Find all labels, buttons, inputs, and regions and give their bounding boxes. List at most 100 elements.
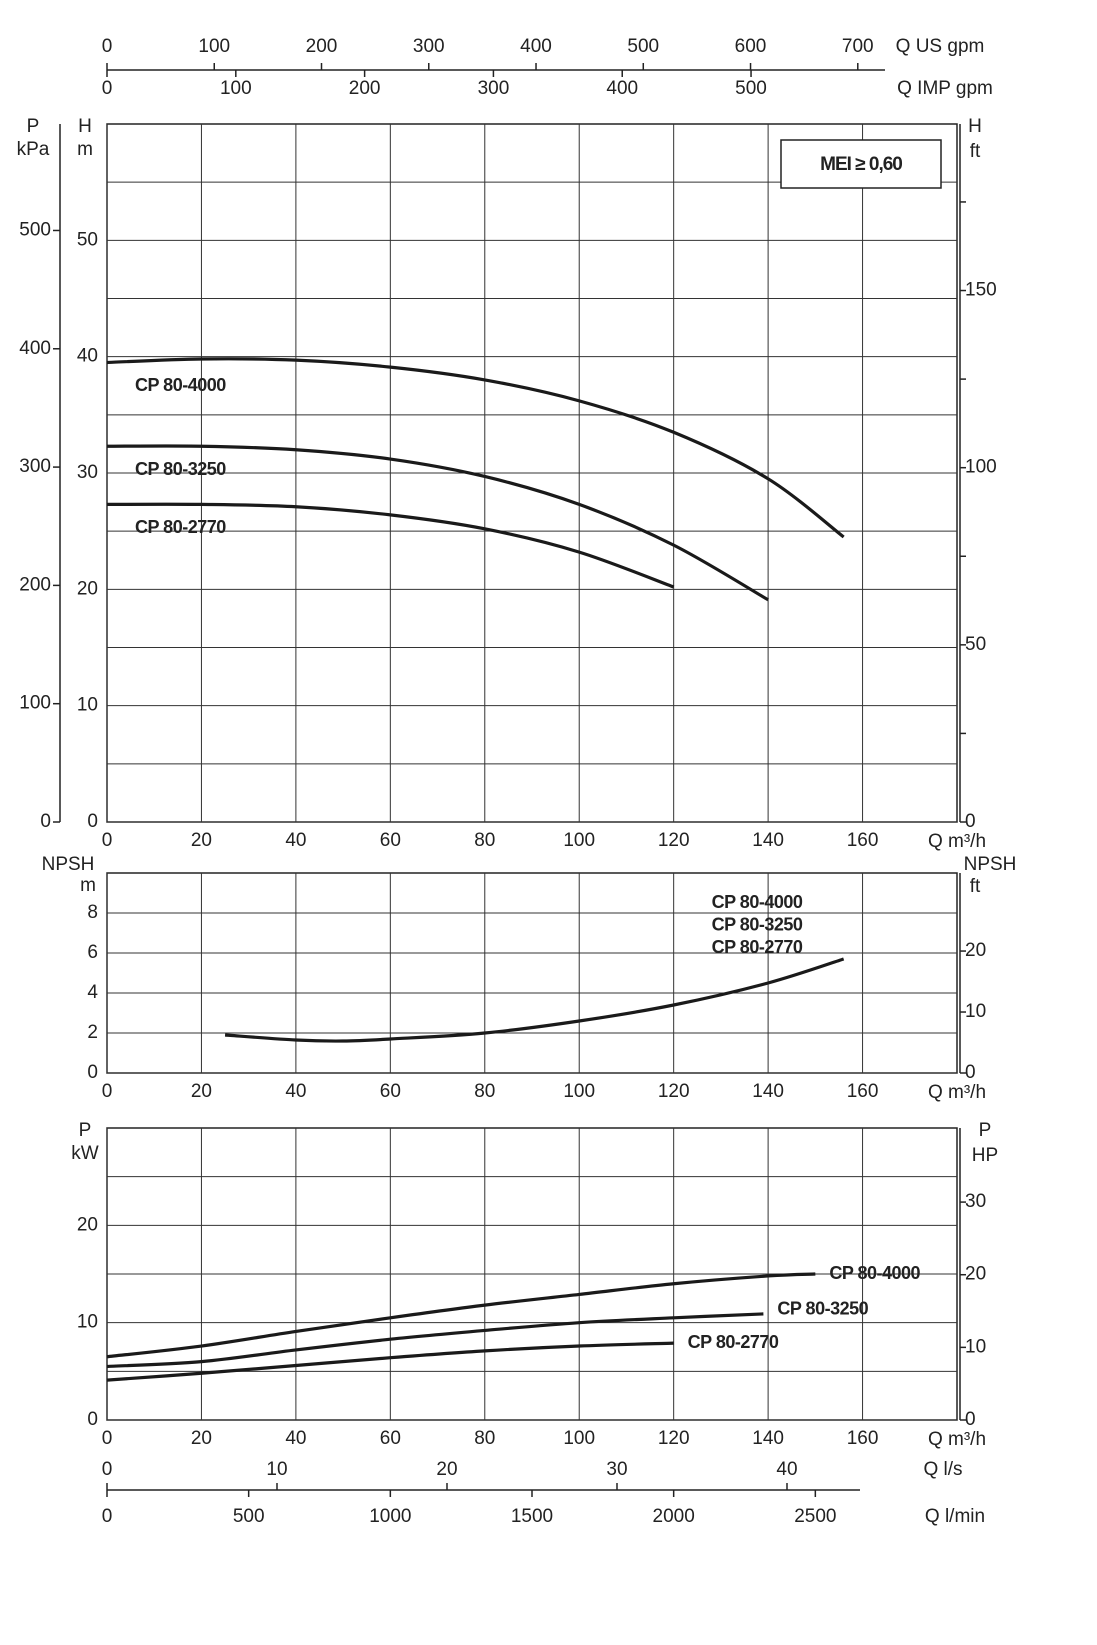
curve xyxy=(106,1341,674,1382)
right-axis-unit: HP xyxy=(972,1145,998,1166)
y-tick-label: 20 xyxy=(77,578,98,599)
bottom-tick-label: 500 xyxy=(233,1506,265,1527)
x-axis-label: Q m³/h xyxy=(928,831,986,852)
top-axis-label: Q US gpm xyxy=(896,36,985,57)
right-tick-label: 100 xyxy=(965,457,997,478)
right-tick-label: 30 xyxy=(965,1191,986,1212)
x-tick-label: 160 xyxy=(847,1428,879,1449)
top-tick-label: 300 xyxy=(478,78,510,99)
top-tick-label: 600 xyxy=(735,36,767,57)
top-tick-label: 500 xyxy=(627,36,659,57)
x-tick-label: 40 xyxy=(285,830,306,851)
top-tick-label: 100 xyxy=(198,36,230,57)
bottom-tick-label: 0 xyxy=(102,1506,113,1527)
right-tick-label: 20 xyxy=(965,1264,986,1285)
y-tick-label: 2 xyxy=(87,1022,98,1043)
bottom-tick-label: 2000 xyxy=(653,1506,695,1527)
x-tick-label: 60 xyxy=(380,1428,401,1449)
top-tick-label: 700 xyxy=(842,36,874,57)
curve xyxy=(106,1312,764,1369)
x-tick-label: 160 xyxy=(847,830,879,851)
x-axis-label: Q m³/h xyxy=(928,1429,986,1450)
curve xyxy=(106,357,845,539)
right-tick-label: 10 xyxy=(965,1336,986,1357)
curve xyxy=(224,957,845,1043)
curve-label: CP 80-3250 xyxy=(135,459,226,479)
curve-label: CP 80-4000 xyxy=(135,375,226,395)
curve-label: CP 80-4000 xyxy=(712,892,803,912)
left-tick-label: 500 xyxy=(19,219,51,240)
bottom-tick-label: 20 xyxy=(436,1459,457,1480)
y-axis-unit: kW xyxy=(71,1143,99,1164)
x-tick-label: 80 xyxy=(474,1081,495,1102)
top-tick-label: 0 xyxy=(102,36,113,57)
x-tick-label: 120 xyxy=(658,1081,690,1102)
y-tick-label: 0 xyxy=(87,1062,98,1083)
y-axis-label: H xyxy=(78,116,92,137)
bottom-tick-label: 40 xyxy=(776,1459,797,1480)
right-tick-label: 0 xyxy=(965,1062,976,1083)
right-axis-unit: ft xyxy=(970,876,981,897)
bottom-tick-label: 1500 xyxy=(511,1506,553,1527)
x-tick-label: 0 xyxy=(102,1428,113,1449)
curve xyxy=(106,502,675,589)
left-axis-unit: kPa xyxy=(17,139,50,160)
y-axis-unit: m xyxy=(80,875,96,896)
curve xyxy=(106,444,769,602)
y-axis-label: NPSH xyxy=(42,854,95,875)
y-tick-label: 30 xyxy=(77,462,98,483)
right-axis-label: P xyxy=(979,1120,992,1141)
x-tick-label: 60 xyxy=(380,1081,401,1102)
right-axis-label: NPSH xyxy=(964,854,1017,875)
x-axis-label: Q m³/h xyxy=(928,1082,986,1103)
annotation: MEI ≥ 0,60 xyxy=(820,154,902,175)
curve-label: CP 80-2770 xyxy=(135,517,226,537)
x-tick-label: 100 xyxy=(563,1081,595,1102)
y-tick-label: 0 xyxy=(87,1409,98,1430)
x-tick-label: 60 xyxy=(380,830,401,851)
x-tick-label: 80 xyxy=(474,1428,495,1449)
x-tick-label: 80 xyxy=(474,830,495,851)
right-tick-label: 0 xyxy=(965,1409,976,1430)
x-tick-label: 100 xyxy=(563,830,595,851)
plot-frame xyxy=(106,872,958,1074)
annotation-box xyxy=(780,139,942,189)
x-tick-label: 20 xyxy=(191,830,212,851)
x-tick-label: 160 xyxy=(847,1081,879,1102)
x-tick-label: 140 xyxy=(752,1428,784,1449)
curve-label: CP 80-4000 xyxy=(829,1263,920,1283)
bottom-tick-label: 0 xyxy=(102,1459,113,1480)
top-tick-label: 400 xyxy=(606,78,638,99)
curve-label: CP 80-2770 xyxy=(712,937,803,957)
top-tick-label: 100 xyxy=(220,78,252,99)
bottom-tick-label: 10 xyxy=(266,1459,287,1480)
right-tick-label: 150 xyxy=(965,280,997,301)
right-tick-label: 20 xyxy=(965,940,986,961)
x-tick-label: 120 xyxy=(658,830,690,851)
top-axis-label: Q IMP gpm xyxy=(897,78,993,99)
left-tick-label: 300 xyxy=(19,456,51,477)
top-tick-label: 500 xyxy=(735,78,767,99)
left-tick-label: 100 xyxy=(19,693,51,714)
right-tick-label: 10 xyxy=(965,1001,986,1022)
left-tick-label: 0 xyxy=(40,811,51,832)
curve-label: CP 80-3250 xyxy=(777,1299,868,1319)
top-tick-label: 400 xyxy=(520,36,552,57)
y-tick-label: 10 xyxy=(77,1312,98,1333)
right-axis-unit: ft xyxy=(970,141,981,162)
right-axis-label: H xyxy=(968,116,982,137)
x-tick-label: 0 xyxy=(102,1081,113,1102)
bottom-tick-label: 1000 xyxy=(369,1506,411,1527)
x-tick-label: 140 xyxy=(752,830,784,851)
y-tick-label: 6 xyxy=(87,942,98,963)
bottom-tick-label: 2500 xyxy=(794,1506,836,1527)
top-tick-label: 0 xyxy=(102,78,113,99)
y-tick-label: 10 xyxy=(77,695,98,716)
top-tick-label: 300 xyxy=(413,36,445,57)
right-tick-label: 50 xyxy=(965,634,986,655)
y-tick-label: 4 xyxy=(87,982,98,1003)
left-tick-label: 400 xyxy=(19,338,51,359)
top-tick-label: 200 xyxy=(306,36,338,57)
y-tick-label: 20 xyxy=(77,1214,98,1235)
